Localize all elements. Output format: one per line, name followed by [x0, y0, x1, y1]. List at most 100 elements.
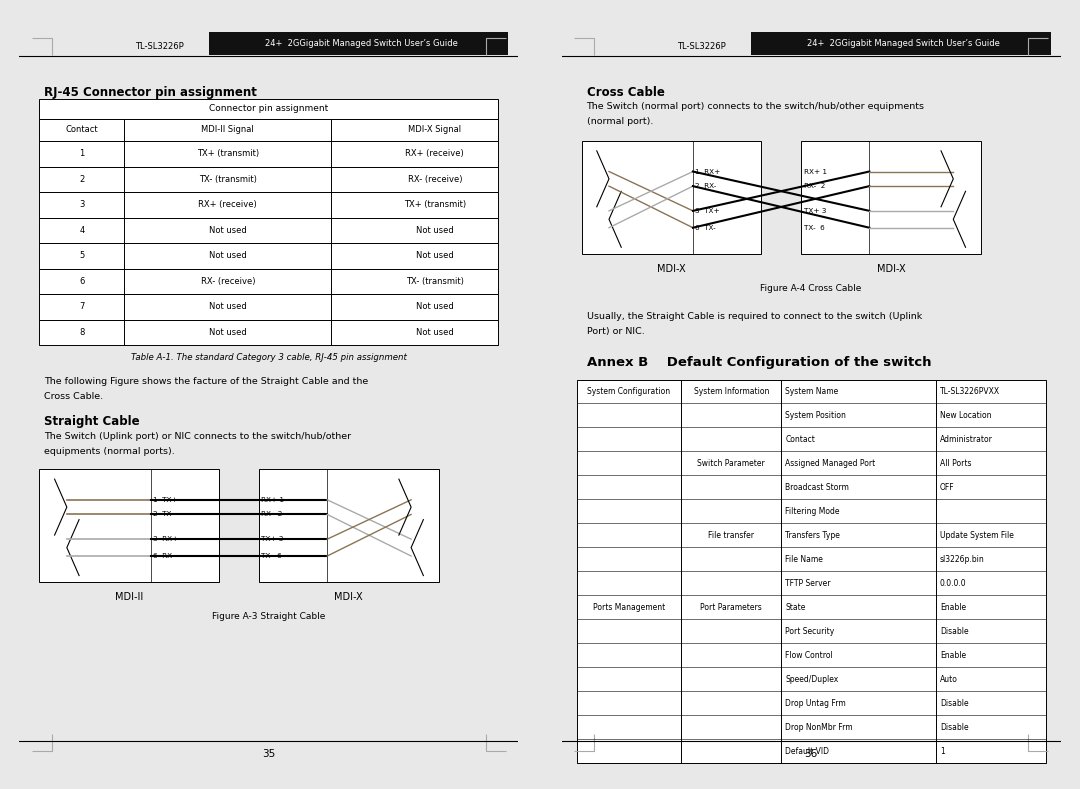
Text: Ports Management: Ports Management	[593, 603, 665, 612]
Text: System Information: System Information	[693, 387, 769, 396]
Text: Drop Untag Frm: Drop Untag Frm	[785, 699, 846, 708]
Text: Assigned Managed Port: Assigned Managed Port	[785, 459, 876, 468]
Text: Port) or NIC.: Port) or NIC.	[586, 327, 645, 336]
Text: TX-  6: TX- 6	[804, 225, 824, 230]
Text: The Switch (Uplink port) or NIC connects to the switch/hub/other: The Switch (Uplink port) or NIC connects…	[44, 432, 351, 441]
Text: Port Parameters: Port Parameters	[700, 603, 762, 612]
Bar	[39, 268, 499, 294]
Text: Speed/Duplex: Speed/Duplex	[785, 675, 838, 684]
Bar	[39, 166, 499, 193]
Text: RJ-45 Connector pin assignment: RJ-45 Connector pin assignment	[44, 86, 257, 99]
Text: 35: 35	[262, 750, 275, 759]
Text: System Position: System Position	[785, 411, 846, 420]
Text: Connector pin assignment: Connector pin assignment	[210, 104, 328, 114]
Text: Contact: Contact	[785, 435, 815, 444]
Bar	[39, 320, 499, 345]
Text: TL-SL3226P: TL-SL3226P	[135, 42, 184, 51]
Text: Table A-1. The standard Category 3 cable, RJ-45 pin assignment: Table A-1. The standard Category 3 cable…	[131, 353, 407, 361]
Text: The Switch (normal port) connects to the switch/hub/other equipments: The Switch (normal port) connects to the…	[586, 103, 924, 111]
Text: RX- (receive): RX- (receive)	[407, 175, 462, 184]
FancyBboxPatch shape	[210, 32, 509, 55]
Bar	[39, 141, 499, 166]
Text: 2  RX-: 2 RX-	[696, 183, 717, 189]
Text: Enable: Enable	[940, 651, 966, 660]
Text: Straight Cable: Straight Cable	[44, 416, 140, 428]
Text: 3: 3	[79, 200, 84, 209]
Bar	[581, 141, 761, 253]
Text: Drop NonMbr Frm: Drop NonMbr Frm	[785, 723, 853, 732]
Text: Figure A-4 Cross Cable: Figure A-4 Cross Cable	[760, 283, 862, 293]
Text: System Name: System Name	[785, 387, 838, 396]
Text: 1: 1	[940, 746, 945, 756]
Text: 2  TX-: 2 TX-	[153, 511, 174, 518]
Text: 5: 5	[79, 252, 84, 260]
Bar	[39, 99, 499, 118]
Text: System Configuration: System Configuration	[588, 387, 671, 396]
Text: TX+ (transmit): TX+ (transmit)	[197, 149, 259, 159]
Text: 24+  2GGigabit Managed Switch User’s Guide: 24+ 2GGigabit Managed Switch User’s Guid…	[265, 39, 458, 48]
Text: OFF: OFF	[940, 483, 955, 492]
FancyBboxPatch shape	[752, 32, 1051, 55]
Text: 3  TX+: 3 TX+	[696, 208, 720, 214]
Bar	[259, 469, 438, 582]
Text: Default VID: Default VID	[785, 746, 829, 756]
Text: Not used: Not used	[416, 302, 454, 312]
Text: Auto: Auto	[940, 675, 958, 684]
Text: RX+ 1: RX+ 1	[804, 169, 826, 174]
Bar	[39, 218, 499, 243]
Text: RX-  2: RX- 2	[261, 511, 283, 518]
Text: RX- (receive): RX- (receive)	[201, 277, 255, 286]
Bar	[39, 193, 499, 218]
Text: Annex B    Default Configuration of the switch: Annex B Default Configuration of the swi…	[586, 356, 931, 368]
Text: RX+ (receive): RX+ (receive)	[199, 200, 257, 209]
Text: TX-  6: TX- 6	[261, 553, 282, 559]
Text: TX+ 3: TX+ 3	[804, 208, 826, 214]
Text: Filtering Mode: Filtering Mode	[785, 507, 839, 516]
Text: File transfer: File transfer	[708, 531, 754, 540]
Text: RX+ (receive): RX+ (receive)	[405, 149, 464, 159]
Text: TX+ (transmit): TX+ (transmit)	[404, 200, 465, 209]
Text: State: State	[785, 603, 806, 612]
Bar	[39, 118, 499, 141]
Text: 2: 2	[79, 175, 84, 184]
Text: Not used: Not used	[208, 226, 246, 235]
Text: 3  RX+: 3 RX+	[153, 537, 178, 542]
Text: Port Security: Port Security	[785, 626, 835, 636]
Text: Not used: Not used	[208, 252, 246, 260]
Text: Not used: Not used	[416, 327, 454, 337]
Text: (normal port).: (normal port).	[586, 118, 653, 126]
Text: 8: 8	[79, 327, 84, 337]
Text: Figure A-3 Straight Cable: Figure A-3 Straight Cable	[213, 612, 325, 621]
Text: Not used: Not used	[208, 327, 246, 337]
Text: 6: 6	[79, 277, 84, 286]
Text: MDI-II: MDI-II	[116, 593, 144, 602]
Text: Disable: Disable	[940, 699, 969, 708]
Text: 1  TX+: 1 TX+	[153, 497, 178, 503]
Text: Usually, the Straight Cable is required to connect to the switch (Uplink: Usually, the Straight Cable is required …	[586, 312, 922, 321]
Text: Not used: Not used	[208, 302, 246, 312]
Text: Cross Cable.: Cross Cable.	[44, 391, 104, 401]
Text: 24+  2GGigabit Managed Switch User’s Guide: 24+ 2GGigabit Managed Switch User’s Guid…	[807, 39, 1000, 48]
Text: MDI-X Signal: MDI-X Signal	[408, 125, 461, 134]
Text: Update System File: Update System File	[940, 531, 1014, 540]
Text: Broadcast Storm: Broadcast Storm	[785, 483, 849, 492]
Text: MDI-X: MDI-X	[877, 264, 905, 274]
Text: MDI-X: MDI-X	[335, 593, 363, 602]
Text: 6  TX-: 6 TX-	[696, 225, 716, 230]
Text: TFTP Server: TFTP Server	[785, 579, 831, 588]
Text: 1  RX+: 1 RX+	[696, 169, 720, 174]
Text: RX+ 1: RX+ 1	[261, 497, 284, 503]
Text: Flow Control: Flow Control	[785, 651, 833, 660]
Text: 7: 7	[79, 302, 84, 312]
Text: Transfers Type: Transfers Type	[785, 531, 840, 540]
Text: TL-SL3226P: TL-SL3226P	[677, 42, 726, 51]
Text: 6  RX-: 6 RX-	[153, 553, 175, 559]
Text: New Location: New Location	[940, 411, 991, 420]
Text: All Ports: All Ports	[940, 459, 971, 468]
Text: MDI-X: MDI-X	[657, 264, 686, 274]
Text: 0.0.0.0: 0.0.0.0	[940, 579, 967, 588]
Text: TX- (transmit): TX- (transmit)	[406, 277, 463, 286]
Text: sl3226p.bin: sl3226p.bin	[940, 555, 985, 564]
Bar	[801, 141, 981, 253]
Text: 36: 36	[805, 750, 818, 759]
